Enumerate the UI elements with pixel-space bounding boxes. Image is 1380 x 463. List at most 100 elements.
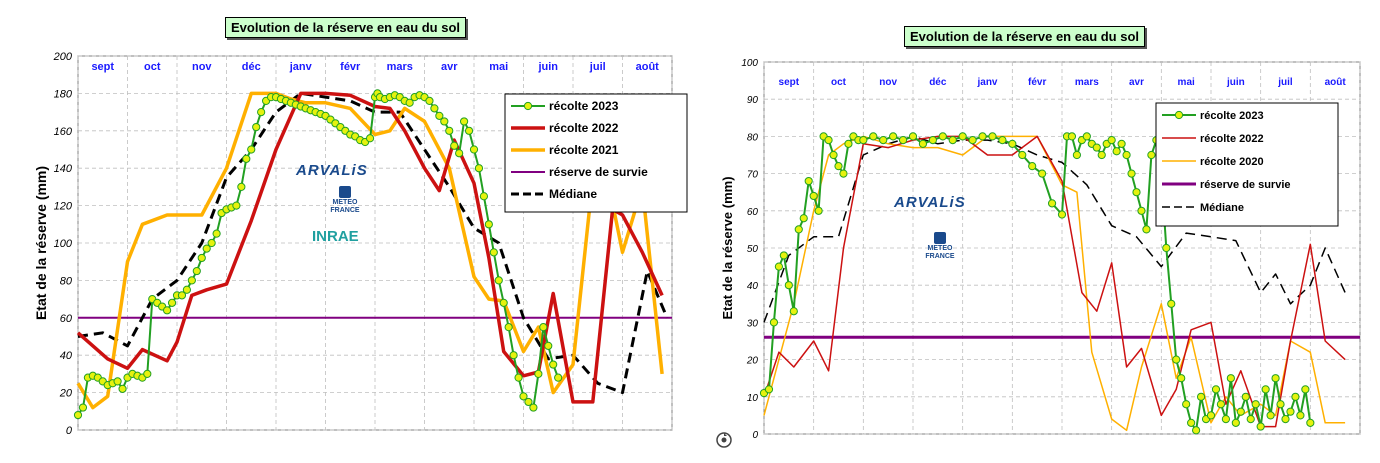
- data-point: [1117, 139, 1126, 148]
- y-tick-label: 180: [54, 88, 73, 100]
- data-point: [789, 307, 798, 316]
- refresh-icon[interactable]: [714, 430, 734, 450]
- legend-label: Médiane: [1200, 202, 1244, 214]
- y-tick-label: 70: [747, 170, 759, 181]
- data-point: [1216, 400, 1226, 409]
- data-point: [1092, 143, 1101, 152]
- data-point: [524, 397, 533, 407]
- month-label: avr: [1129, 77, 1144, 88]
- data-point: [834, 162, 843, 171]
- y-tick-label: 20: [59, 388, 73, 400]
- y-tick-label: 20: [746, 356, 759, 367]
- month-label: sept: [91, 61, 114, 73]
- data-point: [1261, 385, 1270, 394]
- meteo-france-icon: [934, 232, 946, 244]
- data-point: [1187, 418, 1196, 427]
- y-tick-label: 50: [747, 244, 759, 255]
- data-point: [814, 206, 823, 215]
- data-point: [554, 373, 563, 382]
- data-point: [1291, 392, 1300, 401]
- y-tick-label: 160: [54, 126, 73, 138]
- data-point: [928, 136, 937, 145]
- data-point: [1241, 392, 1250, 401]
- data-point: [247, 145, 256, 154]
- data-point: [794, 225, 803, 234]
- data-point: [1296, 411, 1305, 420]
- month-label: sept: [779, 77, 800, 88]
- data-point: [948, 136, 957, 145]
- data-point: [1196, 392, 1206, 401]
- month-label: juin: [537, 61, 558, 73]
- y-tick-label: 30: [747, 318, 759, 329]
- data-point: [829, 150, 838, 160]
- data-point: [435, 111, 444, 120]
- data-point: [182, 285, 191, 294]
- y-axis-label: Etat de la réserve (mm): [33, 166, 49, 320]
- data-point: [252, 122, 261, 132]
- data-point: [1172, 355, 1181, 364]
- legend-label: récolte 2022: [1200, 133, 1264, 145]
- series-line-1: [763, 135, 1346, 428]
- legend-marker: [523, 101, 533, 111]
- data-point: [1192, 426, 1201, 435]
- data-point: [1256, 422, 1265, 431]
- legend-label: réserve de survie: [549, 165, 648, 179]
- data-point: [1301, 385, 1310, 394]
- month-label: mai: [489, 61, 508, 73]
- data-point: [918, 139, 928, 148]
- data-point: [494, 276, 503, 285]
- data-point: [1231, 418, 1240, 427]
- month-label: mars: [387, 61, 413, 73]
- data-point: [1251, 400, 1260, 409]
- month-label: juil: [1277, 77, 1293, 88]
- month-label: juin: [1226, 77, 1245, 88]
- data-point: [192, 266, 201, 276]
- y-tick-label: 40: [747, 281, 759, 292]
- data-point: [469, 145, 479, 154]
- data-point: [1162, 243, 1171, 253]
- data-point: [968, 136, 977, 145]
- data-point: [450, 141, 459, 150]
- data-point: [998, 136, 1007, 145]
- data-point: [187, 276, 196, 285]
- data-point: [1147, 150, 1156, 160]
- y-tick-label: 10: [747, 393, 759, 404]
- y-tick-label: 200: [53, 51, 73, 63]
- y-tick-label: 80: [60, 275, 73, 287]
- data-point: [1246, 415, 1255, 424]
- meteo-france-label: METEO FRANCE: [925, 245, 955, 260]
- legend-marker: [1174, 110, 1184, 120]
- data-point: [879, 136, 888, 145]
- chart-title: Evolution de la réserve en eau du sol: [225, 17, 467, 38]
- data-point: [445, 126, 454, 135]
- data-point: [1067, 132, 1077, 141]
- legend-box: [504, 93, 688, 213]
- data-point: [1127, 169, 1136, 178]
- data-point: [1271, 374, 1280, 383]
- data-point: [479, 192, 488, 201]
- data-point: [844, 139, 853, 148]
- data-point: [774, 262, 784, 271]
- data-point: [1137, 206, 1146, 215]
- month-label: avr: [441, 61, 458, 73]
- data-point: [464, 126, 474, 135]
- month-label: nov: [192, 61, 212, 73]
- y-tick-label: 40: [60, 350, 73, 362]
- chart-svg-left: 0 20 40 60 80 100 120 140 160 180 200 sept oct nov déc…: [33, 51, 688, 437]
- data-point: [440, 117, 449, 126]
- data-point: [118, 384, 127, 393]
- data-point: [202, 244, 211, 253]
- data-point: [519, 392, 528, 401]
- data-point: [242, 154, 251, 163]
- data-point: [859, 136, 868, 145]
- month-label: oct: [144, 61, 161, 73]
- data-point: [1018, 150, 1027, 160]
- data-point: [799, 214, 808, 223]
- data-point: [958, 132, 967, 141]
- y-tick-label: 0: [752, 430, 758, 441]
- y-tick-label: 100: [54, 238, 73, 250]
- y-tick-label: 0: [66, 425, 73, 437]
- month-label: janv: [289, 61, 313, 73]
- data-point: [1306, 418, 1315, 427]
- data-point: [1236, 407, 1245, 416]
